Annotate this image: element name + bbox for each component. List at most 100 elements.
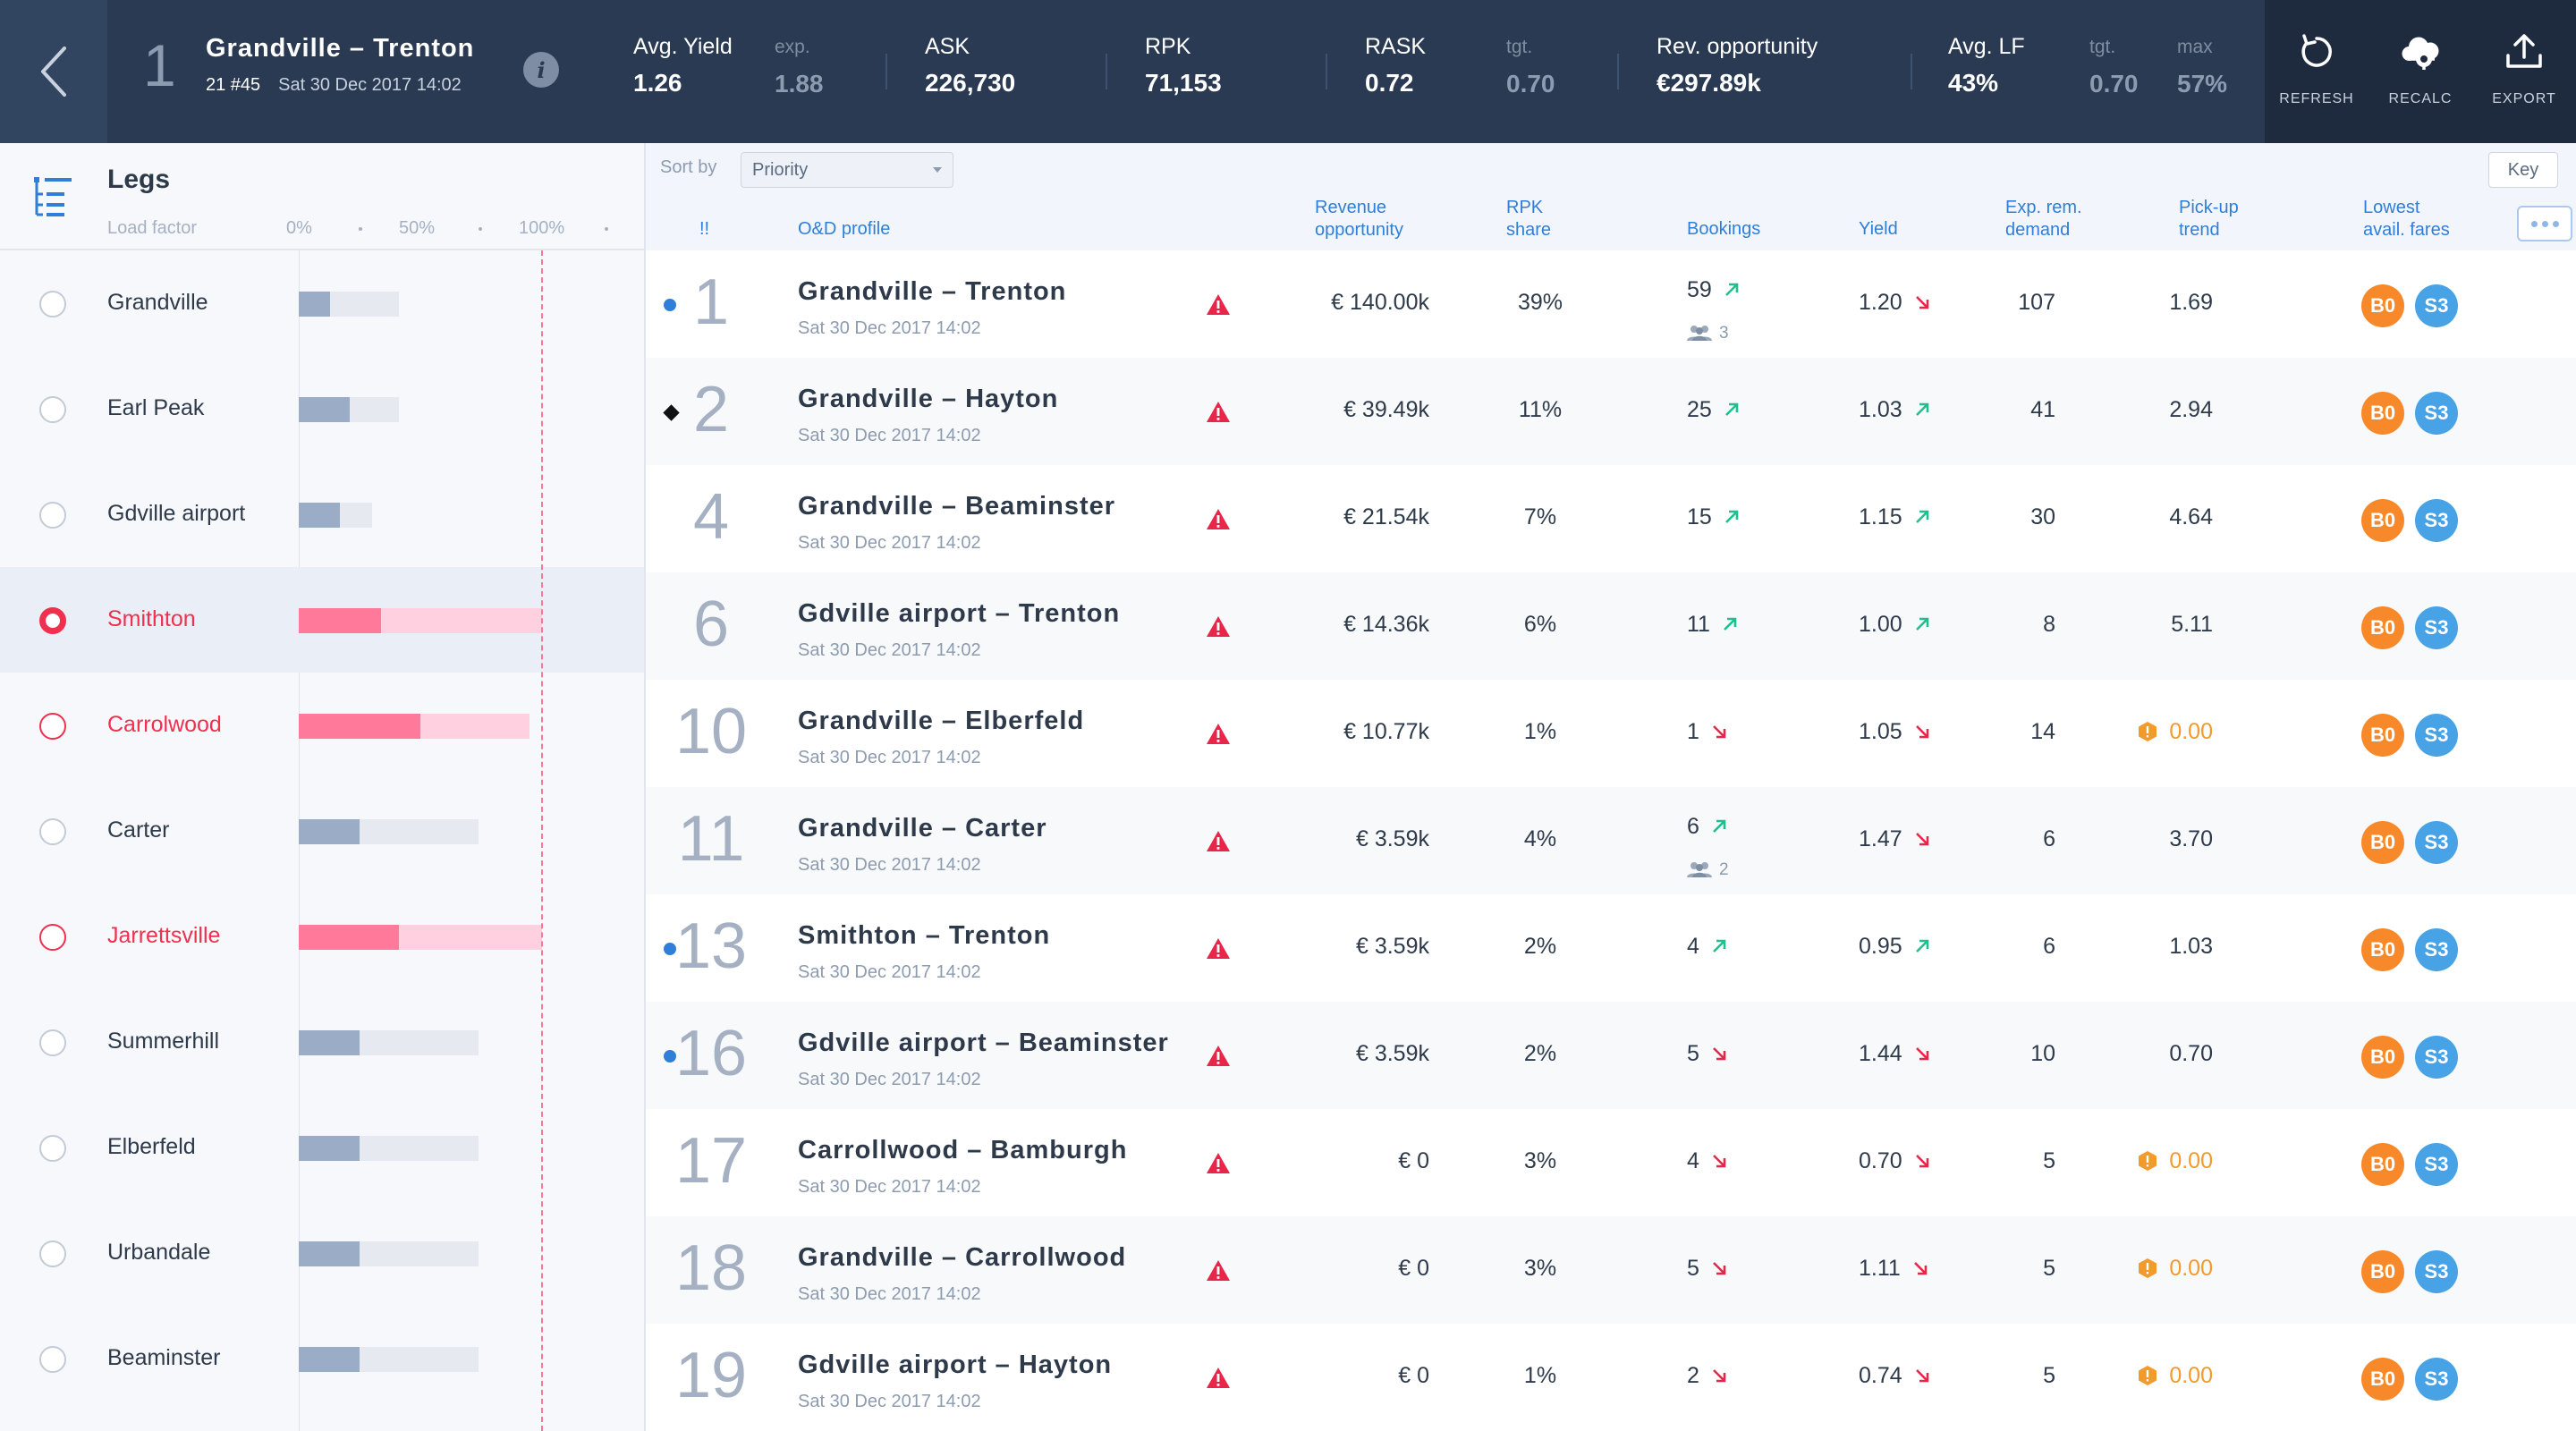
warning-icon [1207, 724, 1230, 744]
col-od-profile[interactable]: O&D profile [798, 219, 891, 239]
leg-row[interactable]: Beaminster [0, 1306, 644, 1411]
fare-badge-s3[interactable]: S3 [2415, 821, 2458, 864]
exp-rem-demand: 5 [2043, 1256, 2055, 1281]
fare-badge-b0[interactable]: B0 [2361, 1250, 2404, 1293]
table-row[interactable]: 1 Grandville – Trenton Sat 30 Dec 2017 14:… [646, 250, 2576, 358]
export-button[interactable]: EXPORT [2472, 0, 2576, 143]
col-priority-flag[interactable]: !! [699, 219, 710, 239]
leg-radio[interactable] [39, 924, 66, 951]
rpk-share: 7% [1523, 504, 1557, 529]
trend-down-icon [1712, 725, 1726, 739]
yield: 1.47 [1859, 826, 1931, 852]
fare-badge-b0[interactable]: B0 [2361, 1358, 2404, 1401]
info-icon[interactable]: i [523, 52, 559, 88]
fare-badge-b0[interactable]: B0 [2361, 392, 2404, 435]
fare-badge-s3[interactable]: S3 [2415, 392, 2458, 435]
od-date: Sat 30 Dec 2017 14:02 [798, 855, 981, 875]
leg-row[interactable]: Carter [0, 778, 644, 884]
col-lowest-fares[interactable]: Lowest avail. fares [2363, 198, 2450, 240]
trend-down-icon [1915, 1155, 1928, 1168]
leg-radio[interactable] [39, 396, 66, 423]
leg-radio[interactable] [39, 713, 66, 740]
table-row[interactable]: 13 Smithton – Trenton Sat 30 Dec 2017 14:0… [646, 894, 2576, 1002]
revenue-opportunity: € 14.36k [1343, 612, 1429, 637]
table-row[interactable]: 16 Gdville airport – Beaminster Sat 30 Dec… [646, 1002, 2576, 1109]
fare-badge-b0[interactable]: B0 [2361, 714, 2404, 757]
leg-row[interactable]: Summerhill [0, 989, 644, 1095]
leg-row[interactable]: Carrolwood [0, 673, 644, 778]
fare-badge-b0[interactable]: B0 [2361, 821, 2404, 864]
leg-radio[interactable] [39, 291, 66, 318]
leg-row[interactable]: Gdville airport [0, 461, 644, 567]
leg-name: Summerhill [107, 1029, 220, 1054]
leg-row[interactable]: Smithton [0, 567, 644, 673]
leg-name: Carrolwood [107, 712, 222, 737]
col-yield[interactable]: Yield [1859, 219, 1898, 239]
leg-radio[interactable] [39, 1029, 66, 1056]
leg-row[interactable]: Grandville [0, 250, 644, 356]
table-row[interactable]: 18 Grandville – Carrollwood Sat 30 Dec 201… [646, 1216, 2576, 1324]
leg-radio[interactable] [39, 1240, 66, 1267]
table-row[interactable]: 6 Gdville airport – Trenton Sat 30 Dec 201… [646, 572, 2576, 680]
leg-load-bar [299, 1136, 360, 1161]
leg-radio[interactable] [39, 502, 66, 529]
fare-badge-s3[interactable]: S3 [2415, 928, 2458, 971]
fare-badge-b0[interactable]: B0 [2361, 1036, 2404, 1079]
fare-badge-s3[interactable]: S3 [2415, 1143, 2458, 1186]
more-options-button[interactable] [2517, 206, 2572, 241]
fare-badge-s3[interactable]: S3 [2415, 1250, 2458, 1293]
kpi-avg-lf: Avg. LF 43% [1948, 34, 2025, 97]
fare-badge-s3[interactable]: S3 [2415, 1036, 2458, 1079]
fare-badge-b0[interactable]: B0 [2361, 499, 2404, 542]
leg-radio[interactable] [39, 607, 66, 634]
load-factor-label: Load factor [107, 218, 198, 238]
pickup-trend: 5.11 [2171, 612, 2213, 637]
fare-badge-b0[interactable]: B0 [2361, 284, 2404, 327]
key-button[interactable]: Key [2488, 152, 2558, 188]
yield: 1.03 [1859, 397, 1931, 423]
recalc-button[interactable]: RECALC [2368, 0, 2472, 143]
bookings: 59 [1687, 277, 1741, 303]
fare-badge-b0[interactable]: B0 [2361, 928, 2404, 971]
dot-icon [2552, 220, 2559, 227]
bookings: 4 [1687, 1148, 1728, 1174]
table-row[interactable]: 2 Grandville – Hayton Sat 30 Dec 2017 14:0… [646, 358, 2576, 465]
leg-radio[interactable] [39, 1135, 66, 1162]
revenue-opportunity: € 3.59k [1355, 934, 1429, 959]
col-pickup-trend[interactable]: Pick-up trend [2179, 198, 2239, 240]
leg-radio[interactable] [39, 1346, 66, 1373]
fare-badge-s3[interactable]: S3 [2415, 1358, 2458, 1401]
passenger-group: 2 [1687, 860, 1729, 880]
leg-load-bar [299, 714, 420, 739]
col-revenue-opportunity[interactable]: Revenue opportunity [1315, 198, 1403, 240]
fare-badge-s3[interactable]: S3 [2415, 606, 2458, 649]
fare-badge-b0[interactable]: B0 [2361, 1143, 2404, 1186]
row-priority: 6 [692, 588, 730, 660]
fare-badge-s3[interactable]: S3 [2415, 714, 2458, 757]
table-row[interactable]: 4 Grandville – Beaminster Sat 30 Dec 2017 … [646, 465, 2576, 572]
table-row[interactable]: 10 Grandville – Elberfeld Sat 30 Dec 2017 … [646, 680, 2576, 787]
od-name: Carrollwood – Bamburgh [798, 1136, 1128, 1164]
table-row[interactable]: 11 Grandville – Carter Sat 30 Dec 2017 14:… [646, 787, 2576, 894]
sort-select[interactable]: Priority [741, 152, 953, 188]
trend-up-icon [1724, 283, 1739, 296]
fare-badge-s3[interactable]: S3 [2415, 284, 2458, 327]
col-rpk-share[interactable]: RPK share [1506, 198, 1552, 240]
back-button[interactable] [0, 0, 107, 143]
col-exp-rem-demand[interactable]: Exp. rem. demand [2005, 198, 2082, 240]
fare-badge-s3[interactable]: S3 [2415, 499, 2458, 542]
pickup-trend: 0.00 [2137, 1256, 2213, 1282]
leg-name: Jarrettsville [107, 923, 221, 948]
leg-load-bar [299, 1030, 360, 1055]
leg-row[interactable]: Earl Peak [0, 356, 644, 461]
leg-row[interactable]: Elberfeld [0, 1095, 644, 1200]
table-row[interactable]: 17 Carrollwood – Bamburgh Sat 30 Dec 2017 … [646, 1109, 2576, 1216]
leg-row[interactable]: Urbandale [0, 1200, 644, 1306]
col-bookings[interactable]: Bookings [1687, 219, 1761, 239]
fare-badge-b0[interactable]: B0 [2361, 606, 2404, 649]
table-row[interactable]: 19 Gdville airport – Hayton Sat 30 Dec 201… [646, 1324, 2576, 1431]
rpk-share: 1% [1523, 719, 1557, 744]
leg-row[interactable]: Jarrettsville [0, 884, 644, 989]
leg-radio[interactable] [39, 818, 66, 845]
refresh-button[interactable]: REFRESH [2265, 0, 2368, 143]
